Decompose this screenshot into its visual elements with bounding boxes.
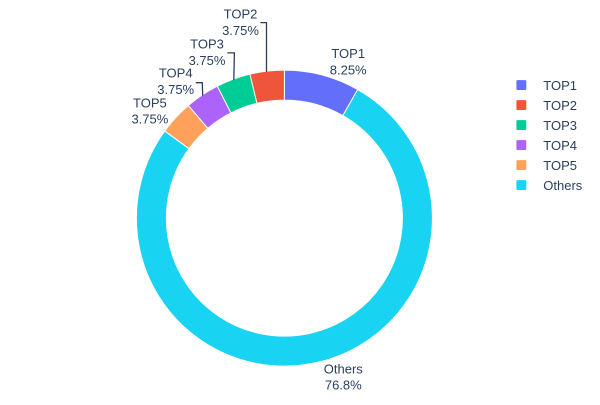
- svg-text:TOP3: TOP3: [190, 37, 224, 52]
- svg-text:Others: Others: [543, 178, 583, 193]
- svg-text:Others: Others: [324, 361, 364, 376]
- svg-text:8.25%: 8.25%: [330, 62, 367, 77]
- svg-text:TOP4: TOP4: [543, 138, 577, 153]
- svg-text:TOP4: TOP4: [159, 66, 193, 81]
- svg-text:TOP3: TOP3: [543, 118, 577, 133]
- svg-text:3.75%: 3.75%: [157, 82, 194, 97]
- svg-text:TOP1: TOP1: [543, 78, 577, 93]
- svg-text:76.8%: 76.8%: [325, 378, 362, 393]
- svg-text:TOP1: TOP1: [331, 46, 365, 61]
- svg-text:TOP5: TOP5: [543, 158, 577, 173]
- svg-text:TOP2: TOP2: [543, 98, 577, 113]
- svg-text:TOP5: TOP5: [133, 95, 167, 110]
- svg-text:3.75%: 3.75%: [222, 23, 259, 38]
- svg-text:TOP2: TOP2: [224, 7, 258, 22]
- svg-text:3.75%: 3.75%: [189, 53, 226, 68]
- svg-text:3.75%: 3.75%: [131, 112, 168, 127]
